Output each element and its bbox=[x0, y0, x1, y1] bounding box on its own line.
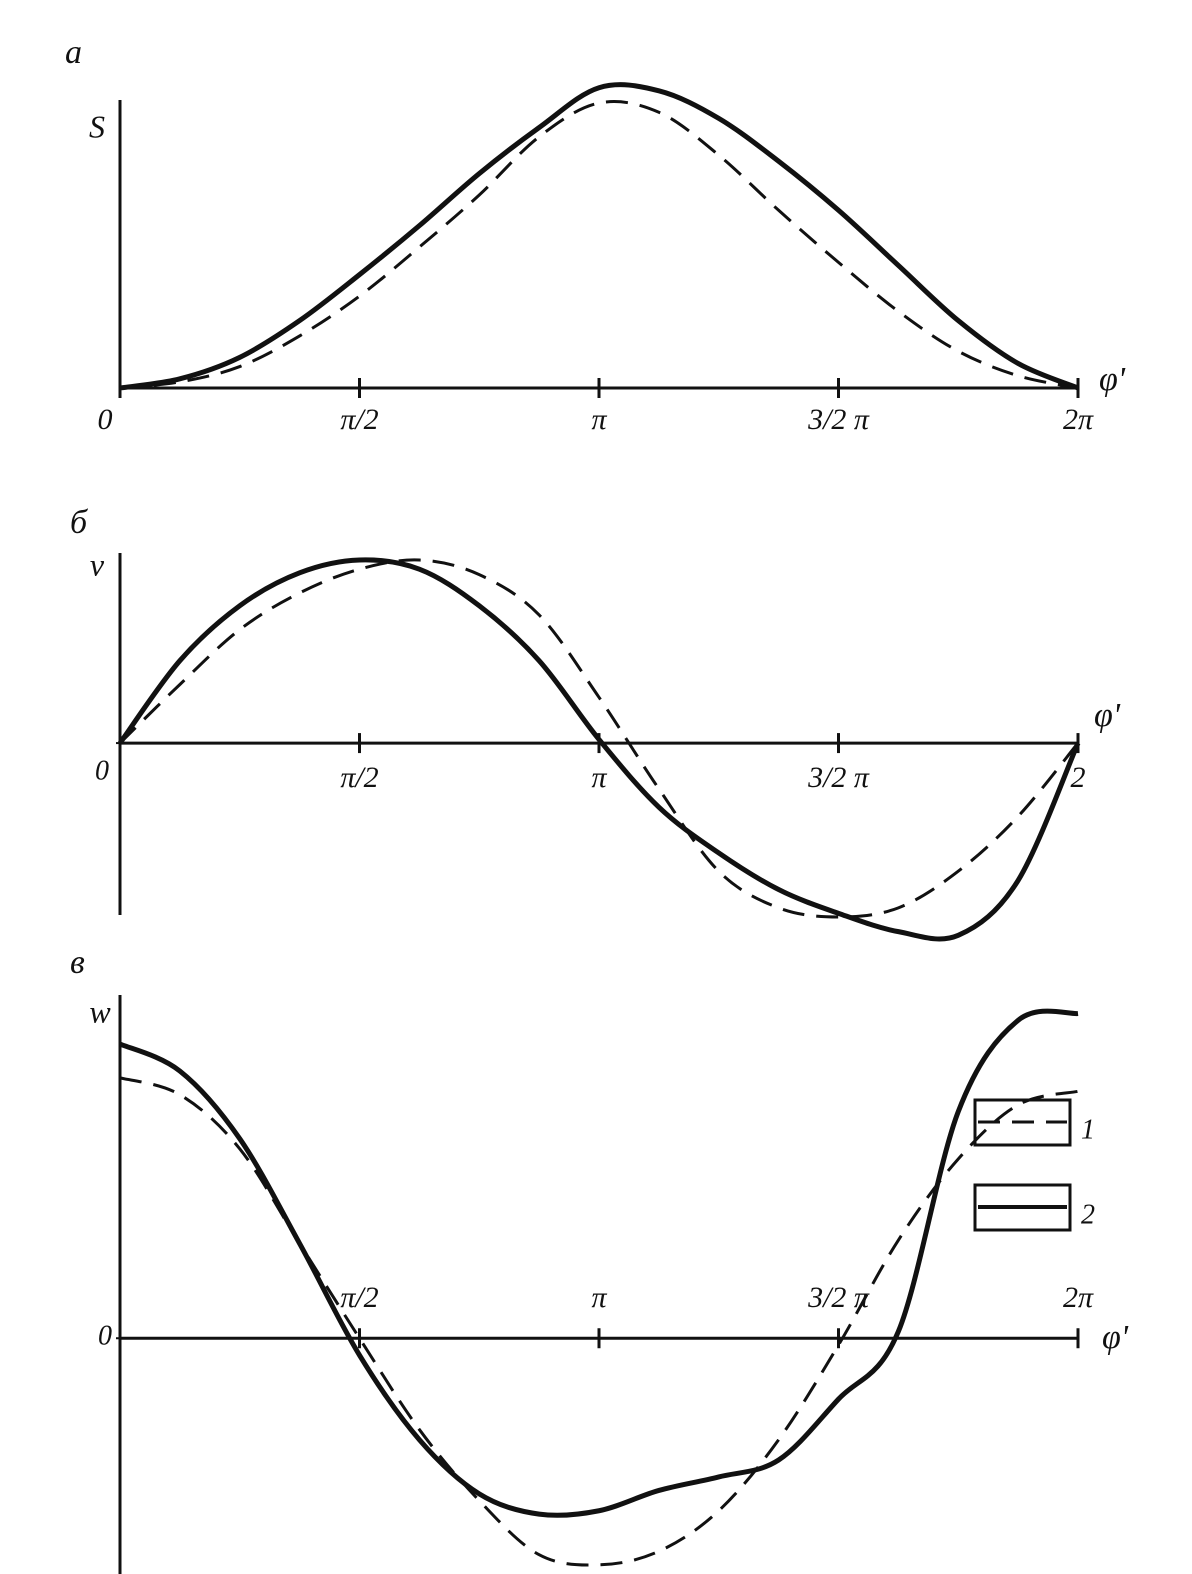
solid-line bbox=[117, 557, 1081, 942]
panel-label: б bbox=[70, 504, 89, 541]
x-tick-label: 0 bbox=[98, 403, 113, 436]
y-tick-label: 0 bbox=[95, 755, 109, 786]
y-axis-label: v bbox=[90, 546, 105, 582]
x-tick-label: π/2 bbox=[340, 403, 378, 436]
legend-box bbox=[973, 1098, 1072, 1147]
x-axis-label: φ' bbox=[1102, 1319, 1129, 1356]
x-tick-label: π bbox=[591, 1281, 607, 1314]
x-tick-label: 2π bbox=[1063, 1281, 1094, 1314]
y-axis-label: w bbox=[89, 993, 111, 1029]
x-tick-label: π bbox=[591, 761, 607, 794]
x-tick-label: π bbox=[591, 403, 607, 436]
x-tick-label: 2π bbox=[1063, 403, 1094, 436]
dashed-line bbox=[119, 1076, 1079, 1567]
panel-label: в bbox=[70, 944, 85, 981]
x-tick-label: 3/2 π bbox=[807, 403, 870, 436]
solid-line bbox=[118, 1008, 1079, 1518]
x-tick-label: 3/2 π bbox=[807, 761, 870, 794]
x-tick-label: π/2 bbox=[340, 761, 378, 794]
panel-label: а bbox=[65, 34, 82, 71]
x-axis-label: φ' bbox=[1099, 361, 1126, 398]
x-tick-label: 2 bbox=[1071, 761, 1086, 794]
solid-line bbox=[119, 82, 1079, 391]
x-axis-label: φ' bbox=[1094, 697, 1121, 734]
legend-box bbox=[973, 1183, 1072, 1232]
y-axis-label: S bbox=[89, 108, 105, 144]
x-tick-label: π/2 bbox=[340, 1281, 378, 1314]
legend-label: 1 bbox=[1081, 1114, 1095, 1145]
legend-label: 2 bbox=[1081, 1199, 1095, 1230]
y-tick-label: 0 bbox=[98, 1321, 112, 1352]
dashed-line bbox=[118, 558, 1080, 919]
dashed-line bbox=[119, 100, 1079, 390]
